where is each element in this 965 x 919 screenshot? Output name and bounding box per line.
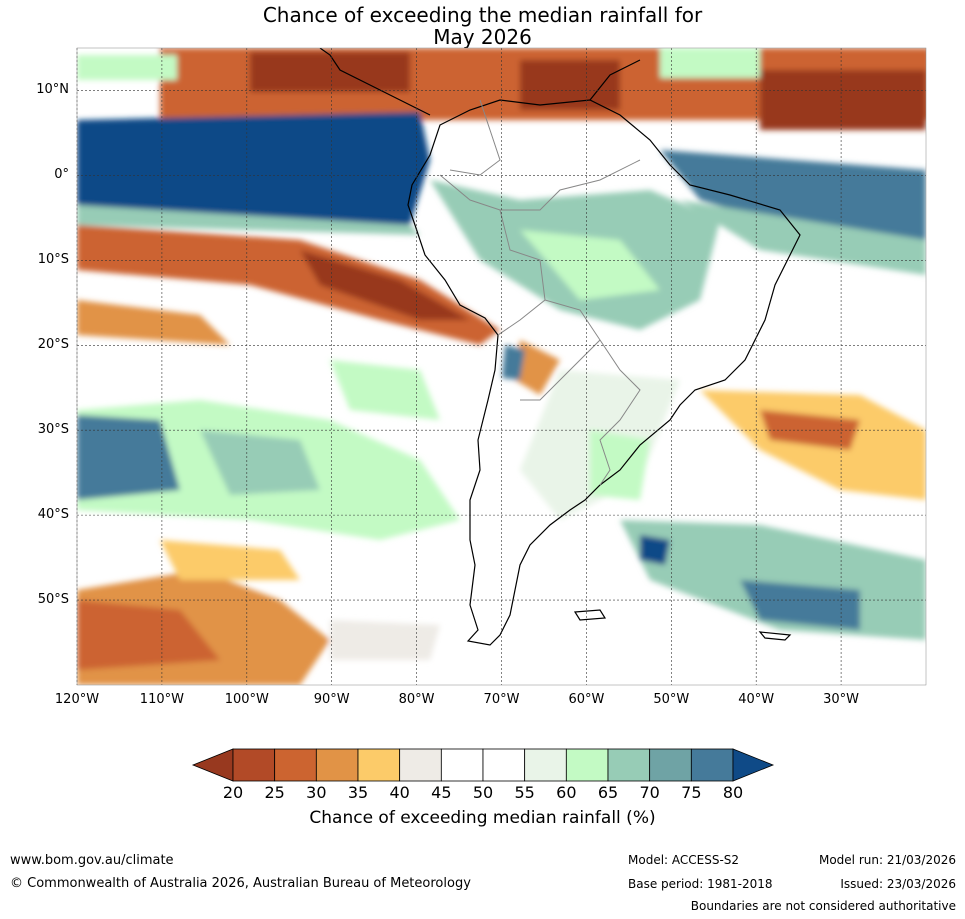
map-title: Chance of exceeding the median rainfall … bbox=[0, 4, 965, 48]
lat-label: 10°S bbox=[37, 252, 69, 268]
colorbar-tick-label: 80 bbox=[722, 783, 744, 802]
colorbar-tick-label: 25 bbox=[264, 783, 285, 802]
title-line-2: May 2026 bbox=[433, 25, 532, 49]
lat-label: 0° bbox=[54, 167, 69, 183]
colorbar-tick-label: 50 bbox=[472, 783, 494, 802]
colorbar-tick-label: 40 bbox=[389, 783, 410, 802]
lon-label: 110°W bbox=[139, 692, 184, 707]
colorbar-swatch bbox=[357, 748, 401, 782]
lat-label: 20°S bbox=[37, 337, 69, 353]
colorbar-label: Chance of exceeding median rainfall (%) bbox=[309, 808, 656, 828]
lat-label: 30°S bbox=[37, 422, 69, 438]
lon-label: 120°W bbox=[54, 692, 100, 707]
lat-label: 40°S bbox=[37, 507, 69, 523]
base-period: Base period: 1981-2018 bbox=[628, 877, 773, 891]
rainfall-field bbox=[77, 48, 926, 685]
map-frame bbox=[76, 47, 927, 686]
colorbar-tick-label: 70 bbox=[639, 783, 660, 802]
south-america-outline bbox=[407, 99, 801, 646]
copyright: © Commonwealth of Australia 2026, Austra… bbox=[10, 876, 471, 891]
equatorial-wet-band bbox=[77, 112, 430, 225]
colorbar-swatch bbox=[649, 748, 692, 782]
lat-label: 50°S bbox=[37, 592, 69, 608]
colorbar-swatch bbox=[274, 748, 317, 782]
colorbar-swatch bbox=[565, 748, 609, 782]
coastline bbox=[319, 48, 801, 646]
pacific-dry-band bbox=[77, 225, 500, 345]
lon-label: 90°W bbox=[313, 692, 350, 707]
lon-label: 30°W bbox=[823, 692, 860, 707]
lat-label: 10°N bbox=[36, 82, 69, 98]
colorbar-swatch bbox=[399, 748, 442, 782]
colorbar-tick-label: 55 bbox=[514, 783, 535, 802]
colorbar-low-arrow bbox=[191, 748, 234, 782]
lon-label: 70°W bbox=[483, 692, 520, 707]
lon-label: 40°W bbox=[738, 692, 775, 707]
colorbar-swatch bbox=[690, 748, 734, 782]
colorbar-swatch bbox=[440, 748, 484, 782]
model-name: Model: ACCESS-S2 bbox=[628, 853, 740, 867]
model-run: Model run: 21/03/2026 bbox=[818, 853, 956, 867]
issued-date: Issued: 23/03/2026 bbox=[840, 877, 956, 891]
lon-label: 50°W bbox=[653, 692, 690, 707]
colorbar-swatch bbox=[524, 748, 567, 782]
colorbar-tick-label: 60 bbox=[556, 783, 577, 802]
lon-label: 60°W bbox=[568, 692, 605, 707]
colorbar-swatch bbox=[482, 748, 526, 782]
colorbar-tick-label: 30 bbox=[306, 783, 327, 802]
lon-label: 80°W bbox=[398, 692, 435, 707]
colorbar-tick-label: 65 bbox=[597, 783, 619, 802]
boundary-disclaimer: Boundaries are not considered authoritat… bbox=[690, 899, 956, 913]
colorbar-tick-label: 75 bbox=[681, 783, 702, 802]
colorbar-tick-label: 20 bbox=[222, 783, 244, 802]
colorbar-swatch bbox=[607, 748, 651, 782]
colorbar bbox=[191, 748, 775, 782]
country-boundaries bbox=[439, 99, 641, 486]
colorbar-tick-label: 35 bbox=[347, 783, 369, 802]
title-line-1: Chance of exceeding the median rainfall … bbox=[262, 3, 703, 27]
colorbar-swatch bbox=[232, 748, 276, 782]
website-link[interactable]: www.bom.gov.au/climate bbox=[10, 853, 174, 868]
colorbar-tick-label: 45 bbox=[431, 783, 452, 802]
lon-label: 100°W bbox=[224, 692, 269, 707]
graticule bbox=[76, 48, 926, 685]
colorbar-swatch bbox=[315, 748, 359, 782]
colorbar-high-arrow bbox=[732, 748, 775, 782]
